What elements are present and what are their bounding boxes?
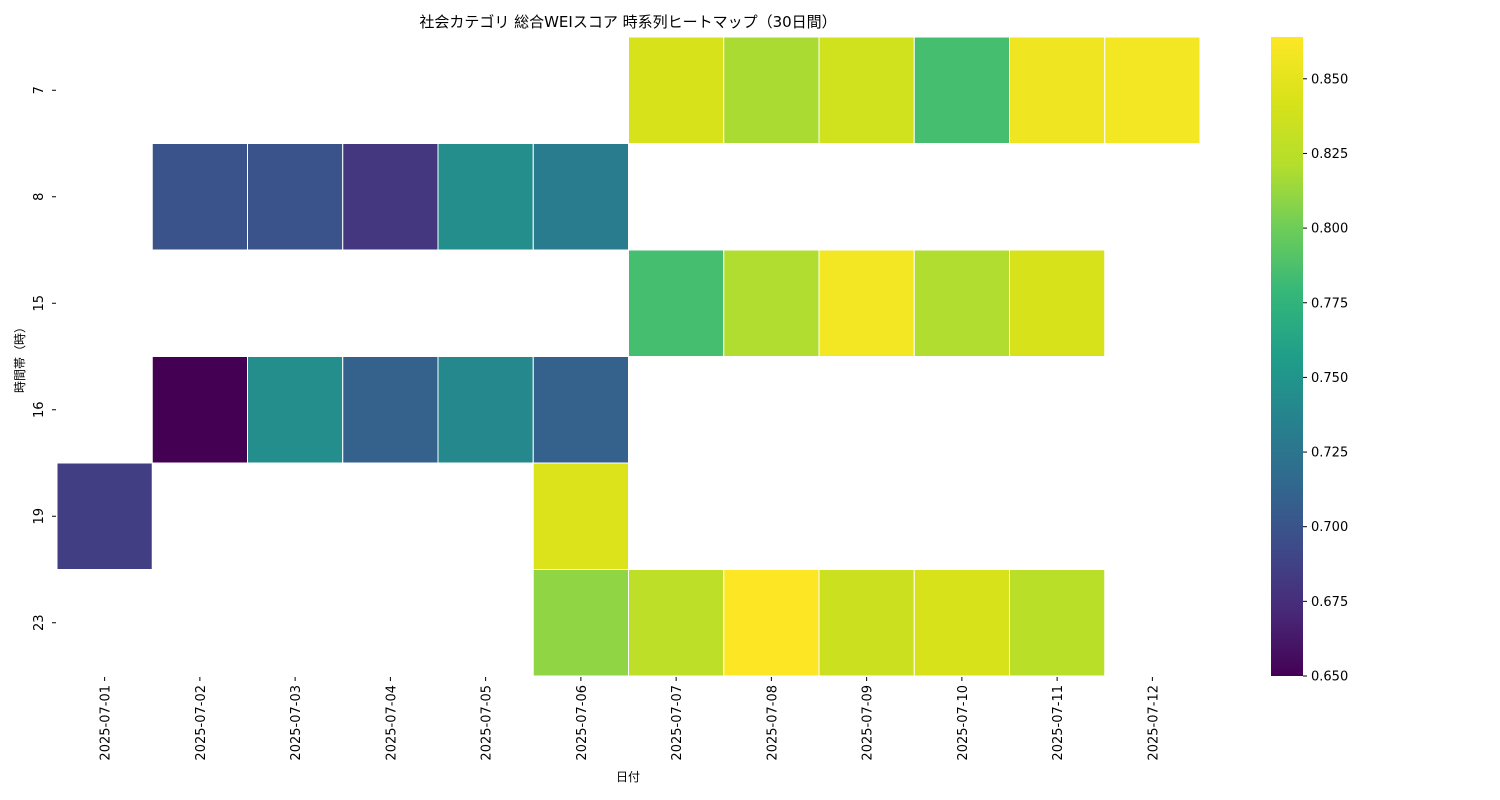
x-tick-label: 2025-07-06 xyxy=(575,685,590,761)
colorbar-tick-label: 0.750 xyxy=(1311,371,1348,386)
colorbar-tick-label: 0.675 xyxy=(1311,595,1348,610)
colorbar-tick-label: 0.725 xyxy=(1311,446,1348,461)
heatmap-cell xyxy=(628,249,725,357)
heatmap-cell xyxy=(1009,249,1106,357)
x-tick-label: 2025-07-01 xyxy=(99,685,114,761)
colorbar xyxy=(1271,37,1303,676)
heatmap-cell xyxy=(532,143,629,251)
y-tick-label: 15 xyxy=(32,295,47,312)
heatmap-cell xyxy=(532,356,629,464)
y-tick-label: 16 xyxy=(32,401,47,418)
x-tick-label: 2025-07-11 xyxy=(1051,685,1066,761)
heatmap-cell xyxy=(342,143,439,251)
colorbar-tick-label: 0.850 xyxy=(1311,72,1348,87)
x-tick-label: 2025-07-02 xyxy=(194,685,209,761)
heatmap-cell xyxy=(723,569,820,677)
x-tick-label: 2025-07-09 xyxy=(861,685,876,761)
x-tick-label: 2025-07-07 xyxy=(670,685,685,761)
heatmap-cell xyxy=(913,569,1010,677)
heatmap-cell xyxy=(1009,569,1106,677)
heatmap-cell xyxy=(818,569,915,677)
heatmap-cell xyxy=(437,356,534,464)
heatmap-cell xyxy=(247,356,344,464)
colorbar-tick-label: 0.800 xyxy=(1311,222,1348,237)
heatmap-cell xyxy=(818,249,915,357)
y-tick-label: 8 xyxy=(32,193,47,201)
heatmap-cell xyxy=(151,143,248,251)
colorbar-tick-label: 0.650 xyxy=(1311,670,1348,685)
x-tick-label: 2025-07-12 xyxy=(1146,685,1161,761)
heatmap-cell xyxy=(151,356,248,464)
heatmap-cell xyxy=(913,36,1010,144)
y-axis-label: 時間帯（時） xyxy=(13,321,27,393)
y-axis-ticks: 7 8 15 16 19 23 xyxy=(32,86,56,631)
x-tick-label: 2025-07-03 xyxy=(289,685,304,761)
heatmap-cell xyxy=(628,36,725,144)
y-tick-label: 23 xyxy=(32,614,47,631)
heatmap-cell xyxy=(913,249,1010,357)
heatmap-cell xyxy=(437,143,534,251)
heatmap-cell xyxy=(532,569,629,677)
heatmap-cell xyxy=(1009,36,1106,144)
y-tick-label: 7 xyxy=(32,86,47,94)
chart-title: 社会カテゴリ 総合WEIスコア 時系列ヒートマップ（30日間） xyxy=(419,13,836,31)
colorbar-tick-label: 0.775 xyxy=(1311,296,1348,311)
x-tick-label: 2025-07-10 xyxy=(956,685,971,761)
x-axis-label: 日付 xyxy=(616,770,640,784)
colorbar-tick-label: 0.700 xyxy=(1311,520,1348,535)
colorbar-tick-label: 0.825 xyxy=(1311,147,1348,162)
heatmap-cells xyxy=(56,36,1201,677)
heatmap-cell xyxy=(818,36,915,144)
heatmap-cell xyxy=(532,462,629,570)
heatmap-cell xyxy=(56,462,153,570)
heatmap-cell xyxy=(723,249,820,357)
heatmap-cell xyxy=(1104,36,1201,144)
x-tick-label: 2025-07-05 xyxy=(480,685,495,761)
y-tick-label: 19 xyxy=(32,508,47,525)
x-tick-label: 2025-07-08 xyxy=(765,685,780,761)
x-tick-label: 2025-07-04 xyxy=(384,685,399,761)
heatmap-cell xyxy=(628,569,725,677)
x-axis-ticks: 2025-07-01 2025-07-02 2025-07-03 2025-07-04… xyxy=(99,677,1161,761)
colorbar-ticks: 0.650 0.675 0.700 0.725 0.750 0.775 0.800 0.825… xyxy=(1303,72,1348,685)
heatmap-cell xyxy=(247,143,344,251)
heatmap-cell xyxy=(723,36,820,144)
heatmap-cell xyxy=(342,356,439,464)
